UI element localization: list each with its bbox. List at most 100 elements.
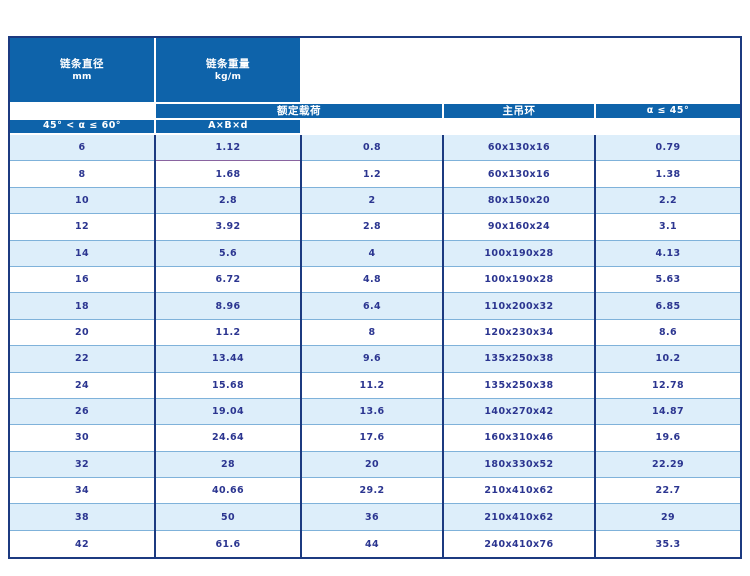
table-header: 链条直径 mm 额定载荷 主吊环 链条重量 kg/m α ≤ 45° 45° <… [10, 38, 740, 135]
table-cell: 18 [10, 293, 154, 320]
table-cell: 135x250x38 [444, 372, 594, 399]
table-cell: 29 [596, 504, 740, 531]
table-row: 38 50 36 210x410x62 29 [10, 504, 740, 531]
table-cell: 3.1 [596, 214, 740, 241]
table-row: 16 6.72 4.8 100x190x28 5.63 [10, 266, 740, 294]
table-cell: 24 [10, 372, 154, 399]
table-cell: 10.2 [596, 346, 740, 373]
table-cell: 240x410x76 [444, 530, 594, 558]
table-cell: 8 [10, 161, 154, 188]
table-cell: 20 [10, 319, 154, 347]
header-chain-diameter-title: 链条直径 [60, 57, 104, 70]
table-row: 20 11.2 8 120x230x34 8.6 [10, 319, 740, 347]
table-cell: 44 [302, 530, 442, 558]
header-rated-load: 额定载荷 [156, 104, 442, 119]
table-row: 12 3.92 2.8 90x160x24 3.1 [10, 214, 740, 241]
table-body: 6 1.12 0.8 60x130x16 0.79 8 1.68 1.2 60x130x16 1.… [10, 134, 740, 558]
header-chain-diameter: 链条直径 mm [10, 38, 154, 102]
header-main-ring: 主吊环 [444, 104, 594, 119]
table-cell: 11.2 [156, 319, 300, 347]
table-cell: 5.6 [156, 240, 300, 267]
table-row: 22 13.44 9.6 135x250x38 10.2 [10, 346, 740, 373]
table-cell: 4.8 [302, 266, 442, 294]
table-cell: 100x190x28 [444, 240, 594, 267]
header-chain-diameter-unit: mm [72, 72, 92, 83]
table-cell: 20 [302, 451, 442, 479]
table-cell: 120x230x34 [444, 319, 594, 347]
table-cell: 90x160x24 [444, 214, 594, 241]
table-cell: 1.2 [302, 161, 442, 188]
table-cell: 34 [10, 478, 154, 505]
header-chain-weight: 链条重量 kg/m [156, 38, 300, 102]
table-cell: 1.12 [156, 134, 300, 162]
table-cell: 8.96 [156, 293, 300, 320]
table-cell: 50 [156, 504, 300, 531]
table-cell: 9.6 [302, 346, 442, 373]
table-cell: 15.68 [156, 372, 300, 399]
table-cell: 135x250x38 [444, 346, 594, 373]
table-cell: 6 [10, 134, 154, 162]
table-cell: 1.68 [156, 161, 300, 188]
table-cell: 1.38 [596, 161, 740, 188]
table-cell: 24.64 [156, 425, 300, 452]
table-cell: 13.44 [156, 346, 300, 373]
table-cell: 11.2 [302, 372, 442, 399]
table-cell: 38 [10, 504, 154, 531]
table-cell: 29.2 [302, 478, 442, 505]
table-row: 10 2.8 2 80x150x20 2.2 [10, 187, 740, 215]
table-cell: 14 [10, 240, 154, 267]
spec-table: 链条直径 mm 额定载荷 主吊环 链条重量 kg/m α ≤ 45° 45° <… [8, 36, 742, 560]
table-cell: 110x200x32 [444, 293, 594, 320]
table-cell: 32 [10, 451, 154, 479]
table-row: 18 8.96 6.4 110x200x32 6.85 [10, 293, 740, 320]
table-cell: 4 [302, 240, 442, 267]
table-cell: 16 [10, 266, 154, 294]
table-row: 8 1.68 1.2 60x130x16 1.38 [10, 161, 740, 188]
table-row: 26 19.04 13.6 140x270x42 14.87 [10, 398, 740, 426]
table-cell: 28 [156, 451, 300, 479]
table-cell: 13.6 [302, 398, 442, 426]
table-cell: 8 [302, 319, 442, 347]
header-angle-45-60: 45° < α ≤ 60° [10, 120, 154, 133]
table-cell: 40.66 [156, 478, 300, 505]
table-cell: 160x310x46 [444, 425, 594, 452]
table-cell: 210x410x62 [444, 478, 594, 505]
table-cell: 210x410x62 [444, 504, 594, 531]
header-chain-weight-title: 链条重量 [206, 57, 250, 70]
table-cell: 8.6 [596, 319, 740, 347]
table-cell: 22.29 [596, 451, 740, 479]
table-cell: 17.6 [302, 425, 442, 452]
table-cell: 42 [10, 530, 154, 558]
table-cell: 6.4 [302, 293, 442, 320]
table-cell: 2.8 [156, 187, 300, 215]
table-cell: 22 [10, 346, 154, 373]
table-cell: 5.63 [596, 266, 740, 294]
table-cell: 2.8 [302, 214, 442, 241]
table-cell: 19.04 [156, 398, 300, 426]
header-angle-le-45: α ≤ 45° [596, 104, 740, 119]
table-cell: 26 [10, 398, 154, 426]
table-cell: 60x130x16 [444, 134, 594, 162]
table-cell: 12.78 [596, 372, 740, 399]
table-row: 32 28 20 180x330x52 22.29 [10, 451, 740, 479]
table-cell: 0.8 [302, 134, 442, 162]
table-cell: 100x190x28 [444, 266, 594, 294]
header-ring-dims: A×B×d [156, 120, 300, 133]
table-cell: 80x150x20 [444, 187, 594, 215]
table-row: 42 61.6 44 240x410x76 35.3 [10, 530, 740, 558]
table-row: 6 1.12 0.8 60x130x16 0.79 [10, 134, 740, 162]
table-cell: 14.87 [596, 398, 740, 426]
table-cell: 140x270x42 [444, 398, 594, 426]
table-cell: 4.13 [596, 240, 740, 267]
table-row: 24 15.68 11.2 135x250x38 12.78 [10, 372, 740, 399]
table-cell: 6.85 [596, 293, 740, 320]
table-cell: 19.6 [596, 425, 740, 452]
table-cell: 61.6 [156, 530, 300, 558]
table-cell: 36 [302, 504, 442, 531]
table-cell: 60x130x16 [444, 161, 594, 188]
table-cell: 30 [10, 425, 154, 452]
table-row: 34 40.66 29.2 210x410x62 22.7 [10, 478, 740, 505]
table-cell: 22.7 [596, 478, 740, 505]
table-cell: 0.79 [596, 134, 740, 162]
header-chain-weight-unit: kg/m [214, 72, 242, 83]
